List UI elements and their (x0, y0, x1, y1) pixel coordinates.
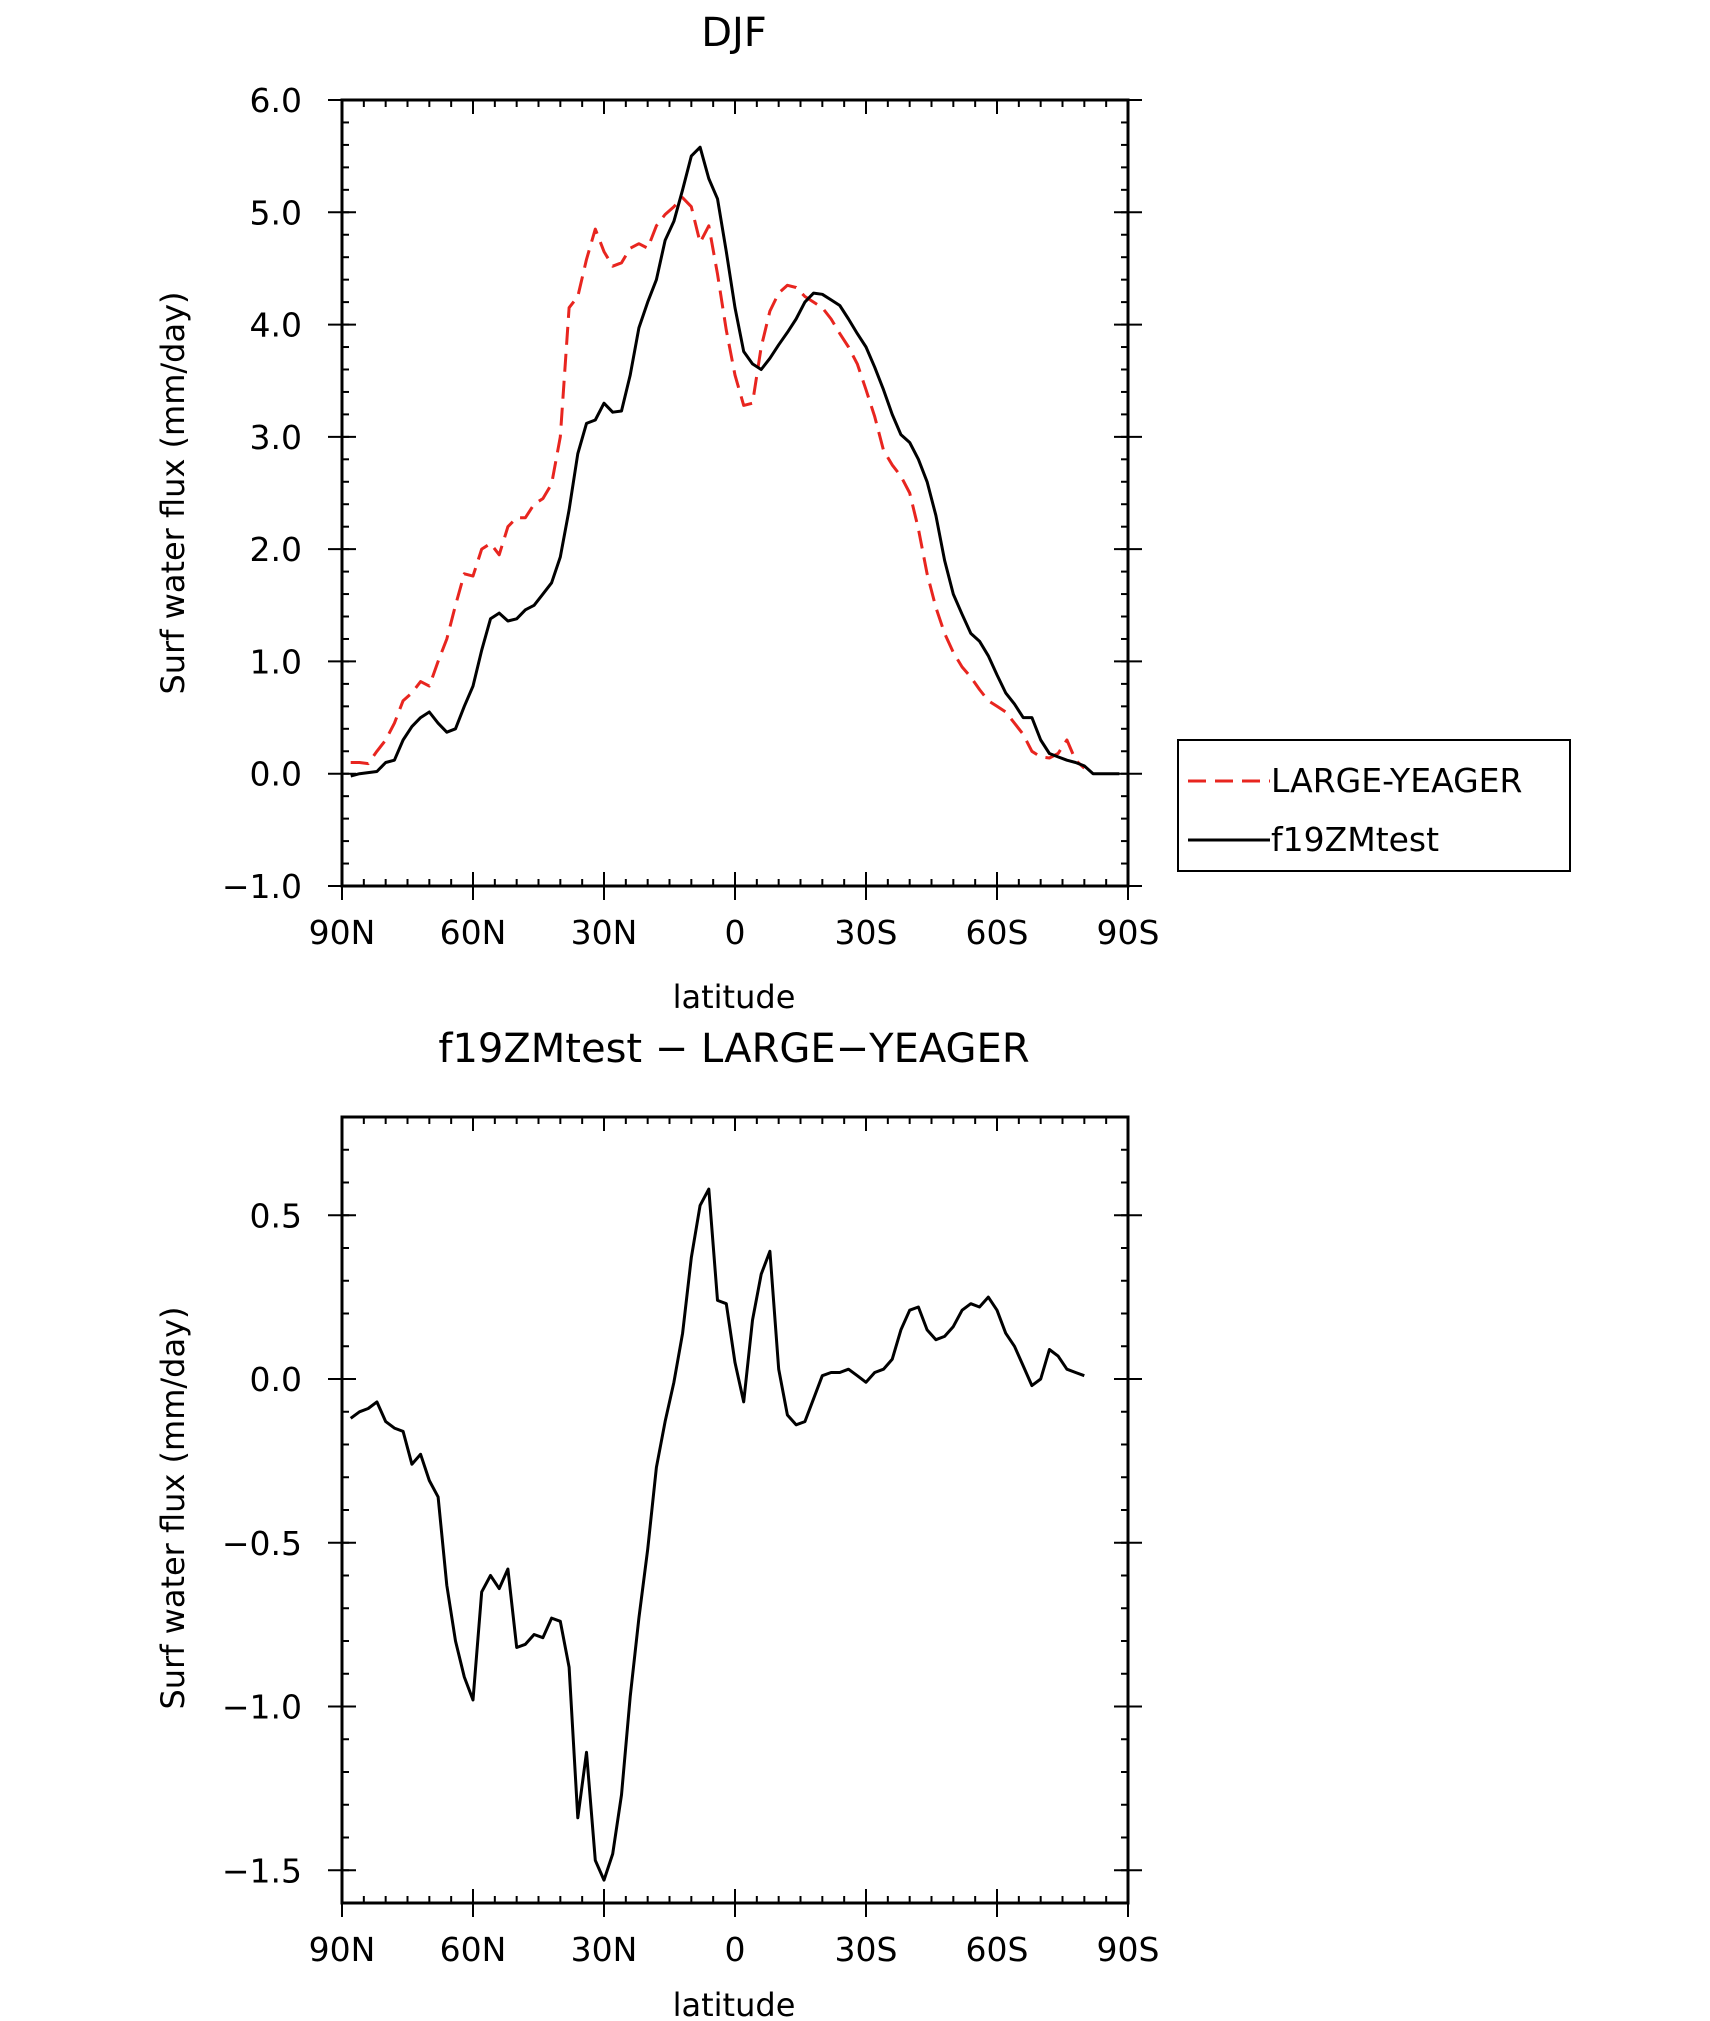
bottom-x-tick-label: 90S (1097, 1930, 1160, 1969)
bottom-chart-title: f19ZMtest − LARGE−YEAGER (438, 1026, 1029, 1072)
top-x-tick-label: 90N (309, 913, 376, 952)
top-y-tick-label: 1.0 (250, 642, 302, 681)
series-line-f19zmtest (350, 145, 1120, 778)
top-x-tick-label: 60S (966, 913, 1029, 952)
bottom-x-tick-label: 60N (440, 1930, 507, 1969)
top-y-ticks: −1.0 0.0 1.0 2.0 3.0 4.0 5.0 6.0 (222, 81, 1142, 906)
series-line-large-yeager (350, 196, 1086, 770)
bottom-x-tick-label: 0 (725, 1930, 746, 1969)
top-x-axis-label: latitude (673, 978, 796, 1016)
bottom-series-group (349, 1187, 1085, 1882)
bottom-y-axis-label: Surf water flux (mm/day) (154, 1306, 192, 1709)
top-plot-frame (340, 98, 1130, 888)
bottom-chart-panel: f19ZMtest − LARGE−YEAGER −1.5 −1.0 −0.5 0.0… (154, 1026, 1159, 2021)
top-x-tick-label: 30S (835, 913, 898, 952)
top-chart-panel: DJF −1.0 0.0 1.0 2.0 3.0 4.0 5.0 6.0 90N 60N 30N 0… (154, 10, 1159, 1016)
top-y-axis-label: Surf water flux (mm/day) (154, 291, 192, 694)
bottom-y-tick-label: 0.5 (250, 1196, 302, 1235)
legend-label-f19zmtest: f19ZMtest (1271, 820, 1439, 859)
bottom-y-tick-label: −0.5 (222, 1524, 302, 1563)
top-x-tick-label: 90S (1097, 913, 1160, 952)
top-x-tick-label: 60N (440, 913, 507, 952)
top-x-ticks: 90N 60N 30N 0 30S 60S 90S (309, 100, 1160, 952)
top-series-group (350, 145, 1120, 778)
legend: LARGE-YEAGER f19ZMtest (1177, 739, 1571, 872)
top-y-tick-label: 2.0 (250, 530, 302, 569)
bottom-y-tick-label: −1.0 (222, 1688, 302, 1727)
bottom-x-ticks: 90N 60N 30N 0 30S 60S 90S (309, 1117, 1160, 1969)
top-x-tick-label: 0 (725, 913, 746, 952)
legend-frame (1177, 739, 1571, 872)
bottom-x-tick-label: 90N (309, 1930, 376, 1969)
bottom-x-tick-label: 60S (966, 1930, 1029, 1969)
bottom-y-ticks: −1.5 −1.0 −0.5 0.0 0.5 (222, 1116, 1142, 1904)
top-y-tick-label: 5.0 (250, 193, 302, 232)
top-x-tick-label: 30N (571, 913, 638, 952)
bottom-x-axis-label: latitude (673, 1986, 796, 2021)
top-y-tick-label: 4.0 (250, 306, 302, 345)
bottom-x-tick-label: 30N (571, 1930, 638, 1969)
top-y-tick-label: 6.0 (250, 81, 302, 120)
top-y-tick-label: −1.0 (222, 867, 302, 906)
legend-label-large-yeager: LARGE-YEAGER (1271, 761, 1522, 800)
bottom-x-tick-label: 30S (835, 1930, 898, 1969)
top-y-tick-label: 0.0 (250, 755, 302, 794)
bottom-plot-frame (340, 1115, 1130, 1905)
bottom-y-tick-label: −1.5 (222, 1851, 302, 1890)
top-y-tick-label: 3.0 (250, 418, 302, 457)
bottom-y-tick-label: 0.0 (250, 1360, 302, 1399)
top-chart-title: DJF (701, 10, 767, 56)
series-line-f19zmtest-large-yeager (349, 1187, 1085, 1882)
